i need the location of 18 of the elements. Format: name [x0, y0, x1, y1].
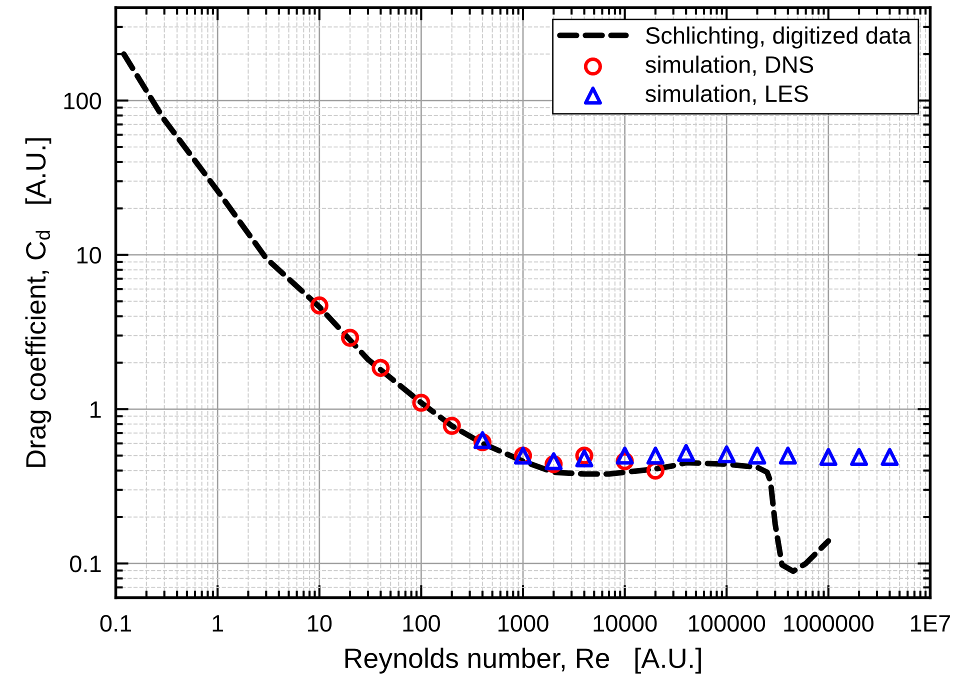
- text: Drag coefficient, C$_{d}$ [A.U.]: [25, 138, 52, 467]
- x-tick-label: 100000: [689, 614, 766, 632]
- x-tick-label: 0.1: [100, 614, 132, 632]
- y-tick-label: 0.1: [70, 556, 101, 572]
- x-tick-label: 1E7: [911, 615, 950, 632]
- x-tick-label: 10000: [594, 614, 657, 632]
- legend-label: simulation, DNS: [646, 56, 814, 76]
- y-tick-label: 1: [90, 401, 101, 418]
- x-tick-label: 1000000: [784, 614, 874, 632]
- y-tick-label: 100: [64, 92, 101, 110]
- x-tick-label: 1: [212, 615, 224, 632]
- x-tick-label: 1000: [498, 614, 548, 632]
- y-tick-label: 10: [77, 246, 101, 264]
- legend-label: simulation, LES: [646, 84, 808, 105]
- x-axis-title: Reynolds number, Re [A.U.]: [345, 648, 701, 674]
- legend-label: Schlichting, digitized data: [646, 26, 912, 49]
- x-tick-label: 100: [403, 614, 440, 632]
- x-tick-label: 10: [308, 614, 332, 632]
